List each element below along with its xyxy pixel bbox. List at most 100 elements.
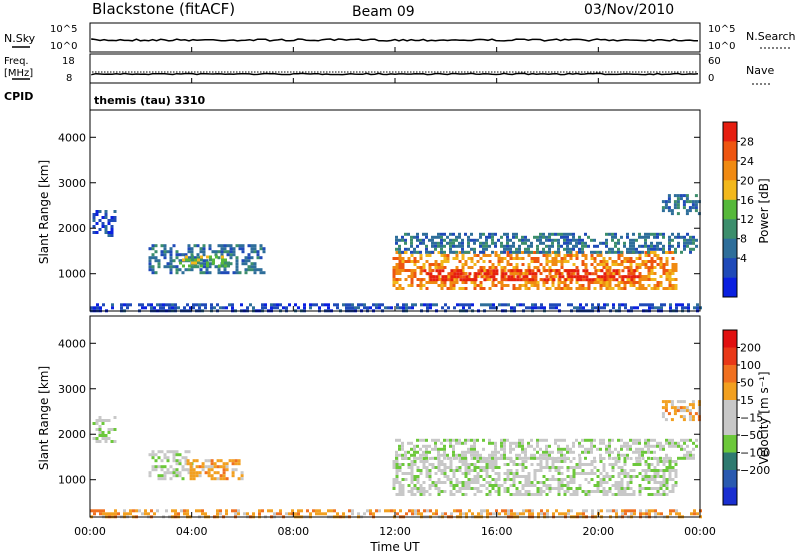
power-cell	[611, 250, 614, 254]
power-cell	[375, 306, 378, 310]
power-cell	[250, 256, 254, 260]
velocity-cell	[110, 428, 114, 431]
power-cell	[659, 263, 663, 266]
velocity-cell	[623, 472, 627, 475]
velocity-cell	[584, 493, 588, 496]
power-cell	[229, 262, 233, 266]
y-tick-label: 3000	[58, 177, 86, 190]
power-cell	[548, 244, 551, 248]
velocity-cell	[500, 447, 503, 451]
velocity-cell	[682, 406, 686, 410]
power-cell	[515, 272, 519, 275]
velocity-cell	[560, 453, 563, 457]
velocity-cell	[665, 441, 668, 445]
power-cell	[240, 303, 243, 307]
velocity-cell	[437, 456, 440, 460]
velocity-cell	[685, 409, 689, 413]
velocity-cell	[554, 457, 558, 460]
power-cell	[210, 303, 213, 307]
velocity-cell	[521, 469, 525, 472]
velocity-cell	[527, 490, 531, 493]
velocity-cell	[485, 460, 489, 463]
power-cell	[603, 278, 607, 282]
velocity-cell	[672, 509, 675, 513]
velocity-cell	[482, 469, 486, 472]
velocity-cell	[416, 466, 420, 469]
velocity-cell	[488, 481, 492, 484]
velocity-cell	[491, 487, 495, 490]
velocity-cell	[422, 460, 426, 463]
power-cell	[419, 284, 423, 287]
power-cell	[407, 247, 410, 251]
velocity-cell	[416, 481, 420, 484]
power-cell	[183, 306, 186, 310]
power-cell	[473, 263, 477, 266]
power-cell	[192, 303, 195, 307]
power-cell	[684, 306, 687, 310]
velocity-cell	[428, 475, 432, 478]
power-cell	[647, 266, 651, 269]
velocity-cell	[572, 490, 576, 493]
velocity-cell	[437, 450, 440, 454]
power-cell	[179, 261, 182, 265]
power-cell	[557, 241, 560, 245]
power-cell	[638, 272, 642, 275]
power-cell	[444, 278, 448, 282]
power-cell	[620, 281, 624, 284]
power-cell	[522, 303, 525, 307]
velocity-cell	[488, 490, 492, 493]
power-cell	[210, 306, 213, 310]
velocity-cell	[485, 457, 489, 460]
velocity-cell	[596, 487, 600, 490]
velocity-cell	[291, 509, 294, 513]
velocity-cell	[482, 478, 486, 481]
velocity-cell	[569, 475, 573, 478]
velocity-cell	[297, 509, 300, 513]
velocity-cell	[166, 456, 170, 460]
velocity-cell	[662, 447, 665, 451]
velocity-cell	[213, 477, 217, 481]
velocity-cell	[503, 487, 507, 490]
velocity-cell	[648, 509, 651, 513]
power-echo-region	[661, 194, 701, 216]
velocity-cell	[599, 490, 603, 493]
velocity-cell	[476, 472, 480, 475]
velocity-cell	[536, 481, 540, 484]
velocity-cell	[623, 475, 627, 478]
power-cell	[615, 278, 619, 282]
power-cell	[223, 250, 227, 254]
velocity-cell	[129, 512, 132, 516]
velocity-cell	[186, 509, 189, 513]
power-cell	[482, 247, 485, 251]
velocity-cell	[410, 493, 414, 496]
velocity-cell	[527, 456, 530, 460]
power-cell	[440, 254, 444, 257]
power-cell	[303, 303, 306, 307]
power-cell	[156, 303, 159, 307]
power-cell	[593, 278, 597, 281]
velocity-cell	[632, 463, 636, 466]
velocity-cell	[225, 465, 229, 469]
velocity-cell	[419, 447, 422, 451]
power-cell	[138, 303, 141, 307]
power-cell	[686, 238, 689, 242]
velocity-cell	[488, 484, 492, 487]
velocity-cell	[563, 438, 566, 442]
power-cell	[671, 232, 674, 236]
power-cell	[627, 275, 631, 279]
velocity-cell	[204, 459, 208, 463]
velocity-cell	[184, 462, 188, 466]
power-cell	[630, 306, 633, 310]
power-cell	[638, 281, 642, 284]
velocity-cell	[422, 453, 425, 457]
velocity-cell	[674, 463, 678, 466]
velocity-cell	[599, 478, 603, 481]
power-cell	[407, 269, 411, 272]
velocity-cell	[675, 509, 678, 513]
power-cell	[437, 266, 441, 269]
power-cell	[653, 272, 657, 275]
velocity-cell	[602, 457, 606, 460]
power-cell	[570, 269, 574, 273]
velocity-cell	[434, 484, 438, 487]
colorbar-swatch	[723, 277, 737, 298]
